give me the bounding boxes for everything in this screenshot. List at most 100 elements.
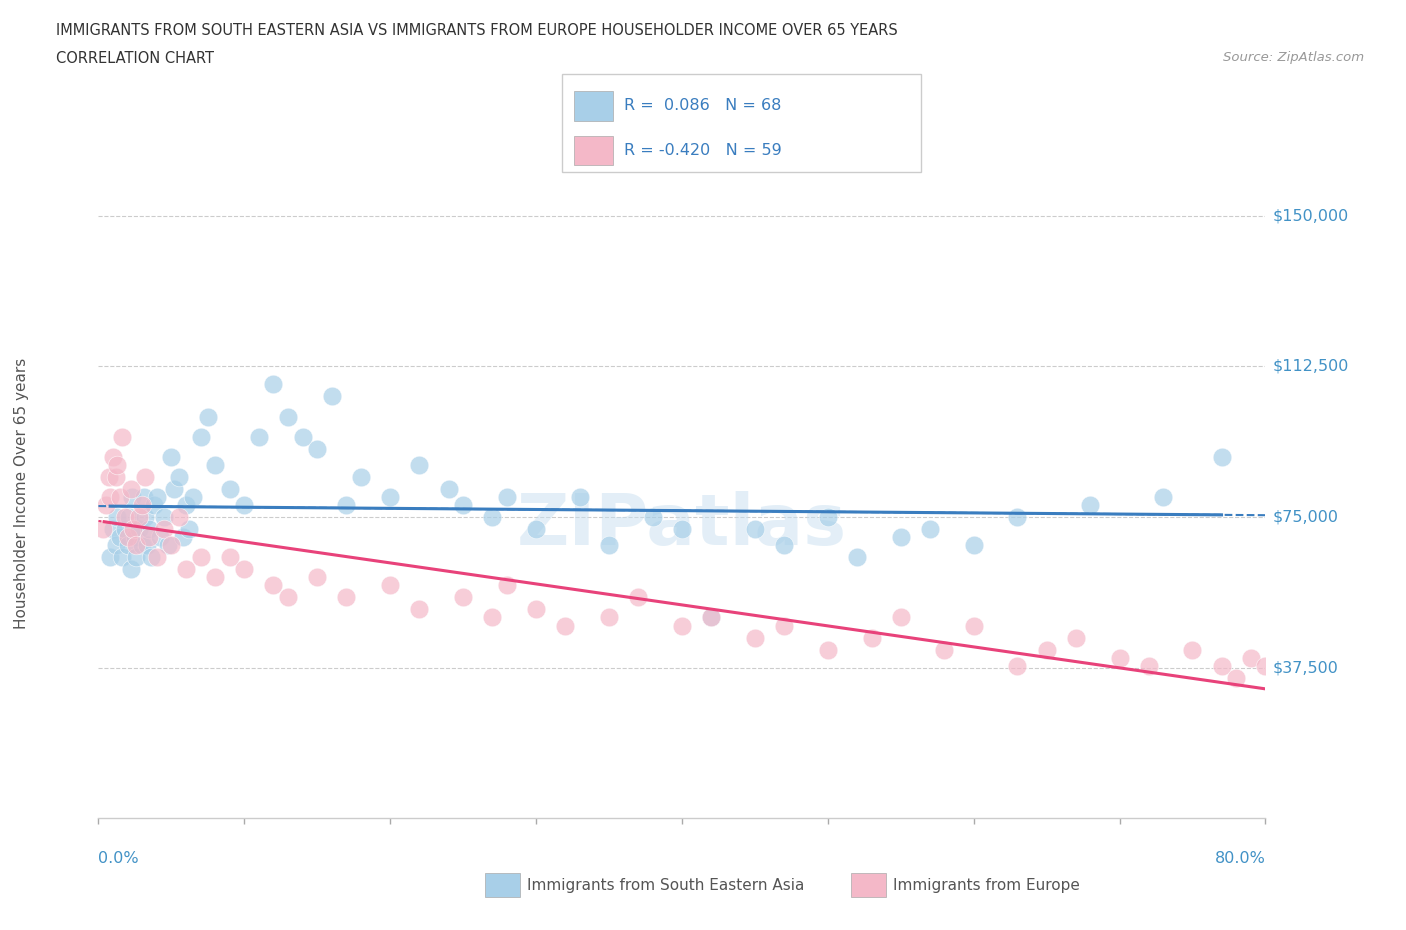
Point [277, 590, 299, 604]
Point [134, 470, 156, 485]
Point [91, 522, 114, 537]
Point [190, 430, 212, 445]
Point [744, 631, 766, 645]
Point [167, 510, 190, 525]
Point [962, 538, 984, 552]
Point [149, 530, 172, 545]
Point [160, 449, 183, 464]
Point [110, 489, 132, 504]
Text: $75,000: $75,000 [1272, 510, 1339, 525]
Point [172, 530, 194, 545]
Point [167, 470, 190, 485]
Point [554, 618, 576, 633]
Text: ZIPatlas: ZIPatlas [517, 491, 846, 560]
Point [190, 550, 212, 565]
Text: R =  0.086   N = 68: R = 0.086 N = 68 [624, 99, 782, 113]
Point [139, 550, 162, 565]
Point [817, 643, 839, 658]
Point [131, 538, 153, 552]
Point [524, 602, 547, 617]
Point [408, 458, 430, 472]
Point [181, 489, 204, 504]
Point [1007, 510, 1029, 525]
Point [1211, 658, 1233, 673]
Point [118, 510, 141, 525]
Point [128, 522, 150, 537]
Point [773, 618, 796, 633]
Point [132, 489, 155, 504]
Point [134, 510, 156, 525]
Point [174, 498, 197, 512]
Point [146, 489, 169, 504]
Point [117, 530, 139, 545]
Text: CORRELATION CHART: CORRELATION CHART [56, 51, 214, 66]
Point [744, 522, 766, 537]
Point [122, 522, 145, 537]
Point [495, 578, 517, 592]
Point [1137, 658, 1160, 673]
Point [131, 498, 153, 512]
Point [524, 522, 547, 537]
Point [233, 562, 256, 577]
Point [111, 430, 134, 445]
Point [598, 538, 620, 552]
Point [153, 522, 176, 537]
Point [110, 530, 132, 545]
Point [233, 498, 256, 512]
Point [495, 489, 517, 504]
Point [918, 522, 941, 537]
Point [101, 449, 124, 464]
Point [157, 538, 180, 552]
Point [1108, 650, 1130, 665]
Point [1152, 489, 1174, 504]
Point [104, 470, 127, 485]
Point [598, 610, 620, 625]
Point [890, 610, 912, 625]
Point [408, 602, 430, 617]
Point [262, 578, 284, 592]
Text: $150,000: $150,000 [1272, 208, 1348, 223]
Point [307, 570, 329, 585]
Point [105, 458, 128, 472]
Point [378, 489, 402, 504]
Point [174, 562, 197, 577]
Point [197, 409, 219, 424]
Point [1211, 449, 1233, 464]
Point [262, 377, 284, 392]
Point [177, 522, 200, 537]
Point [934, 643, 956, 658]
Text: 0.0%: 0.0% [98, 851, 139, 866]
Point [104, 538, 127, 552]
Point [671, 618, 693, 633]
Point [146, 550, 169, 565]
Point [121, 489, 143, 504]
Point [120, 562, 142, 577]
Point [160, 538, 183, 552]
Point [1181, 643, 1204, 658]
Point [845, 550, 868, 565]
Point [277, 409, 299, 424]
Point [117, 538, 139, 552]
Point [125, 550, 148, 565]
Point [860, 631, 883, 645]
Point [307, 441, 329, 456]
Point [94, 498, 117, 512]
Point [700, 610, 723, 625]
Point [138, 522, 160, 537]
Point [124, 530, 146, 545]
Point [98, 550, 121, 565]
Point [481, 610, 503, 625]
Point [101, 522, 124, 537]
Point [218, 550, 240, 565]
Point [1240, 650, 1263, 665]
Text: $37,500: $37,500 [1272, 660, 1339, 675]
Point [138, 530, 160, 545]
Point [153, 510, 176, 525]
Point [111, 550, 134, 565]
Point [641, 510, 664, 525]
Point [568, 489, 591, 504]
Point [335, 590, 357, 604]
Point [627, 590, 650, 604]
Point [135, 538, 157, 552]
Text: Immigrants from Europe: Immigrants from Europe [893, 878, 1080, 893]
